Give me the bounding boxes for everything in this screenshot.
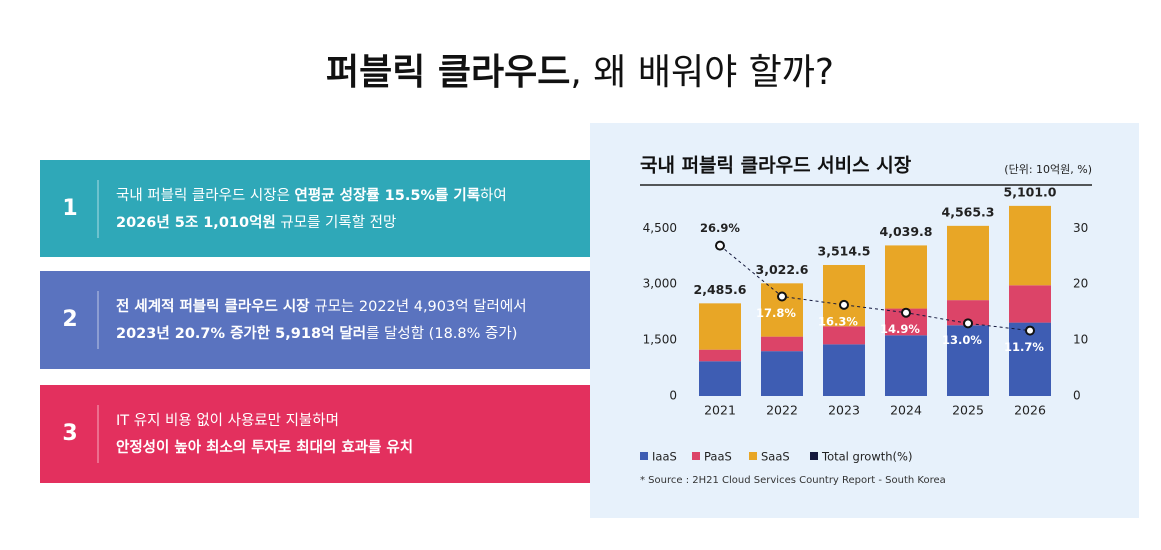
growth-point: [715, 240, 725, 251]
y2-tick-label: 30: [1073, 221, 1088, 235]
total-label: 4,565.3: [942, 204, 995, 219]
legend-swatch: [640, 452, 648, 460]
card-number: 2: [62, 307, 77, 332]
total-label: 3,514.5: [818, 244, 871, 259]
card-text: 규모는 2022년 4,903억 달러에서: [310, 298, 527, 315]
card-text: 국내 퍼블릭 클라우드 시장: [116, 187, 277, 204]
growth-point: [777, 291, 787, 302]
card-text: 2023년 20.7% 증가한 5,918억 달러: [116, 324, 366, 342]
bar-segment: [1009, 205, 1051, 286]
growth-line: [719, 245, 1031, 332]
card-number: 1: [62, 196, 77, 221]
bar-segment: [1009, 285, 1051, 323]
card-line: 2023년 20.7% 증가한 5,918억 달러를 달성함 (18.8% 증가…: [116, 324, 517, 342]
page-title: 퍼블릭 클라우드, 왜 배워야 할까?: [326, 52, 834, 93]
bar-segment: [823, 264, 865, 327]
card-text: IT 유지 비용 없이 사용료만 지불하며: [116, 412, 339, 429]
bar-segment: [947, 225, 989, 301]
card-text: 전 세계적 퍼블릭 클라우드 시장: [116, 297, 310, 315]
growth-label: 14.9%: [880, 322, 920, 336]
bar-segment: [885, 335, 927, 396]
growth-label: 17.8%: [756, 306, 796, 320]
growth-label: 26.9%: [700, 221, 740, 235]
card-bg: [40, 385, 590, 483]
y-tick-label: 4,500: [643, 221, 677, 235]
total-label: 3,022.6: [756, 262, 809, 277]
growth-label: 11.7%: [1004, 340, 1044, 354]
bar-segment: [823, 326, 865, 345]
growth-point: [963, 318, 973, 329]
bar-segment: [699, 361, 741, 396]
legend-swatch: [810, 452, 818, 460]
y-tick-label: 1,500: [643, 333, 677, 347]
card-text: 은: [277, 188, 295, 204]
growth-label: 16.3%: [818, 314, 858, 328]
total-label: 2,485.6: [694, 282, 747, 297]
total-label: 5,101.0: [1004, 184, 1057, 199]
growth-label: 13.0%: [942, 333, 982, 347]
card-number: 3: [62, 421, 77, 446]
card-text: 를 달성함 (18.8% 증가): [366, 325, 517, 342]
card-text: 규모를 기록할 전망: [276, 214, 397, 231]
growth-point: [839, 299, 849, 310]
card-text: 하여: [480, 187, 507, 204]
card-text: 연평균 성장률 15.5%를 기록: [295, 186, 481, 204]
title-rest: , 왜 배워야 할까?: [570, 52, 834, 93]
chart-source: * Source : 2H21 Cloud Services Country R…: [640, 475, 946, 486]
legend-label: IaaS: [652, 450, 677, 464]
card-line: 2026년 5조 1,010억원 규모를 기록할 전망: [116, 213, 396, 231]
card-line: IT 유지 비용 없이 사용료만 지불하며: [116, 412, 339, 429]
y2-tick-label: 20: [1073, 277, 1088, 291]
legend-label: SaaS: [761, 450, 790, 464]
legend-swatch: [749, 452, 757, 460]
x-tick-label: 2023: [828, 403, 860, 418]
bar-segment: [823, 344, 865, 396]
bar-segment: [761, 336, 803, 352]
y2-tick-label: 0: [1073, 389, 1081, 403]
card-text: 안정성이 높아 최소의 투자로 최대의 효과를 유치: [116, 438, 413, 456]
card-line: 국내 퍼블릭 클라우드 시장은 연평균 성장률 15.5%를 기록하여: [116, 186, 507, 204]
card-line: 전 세계적 퍼블릭 클라우드 시장 규모는 2022년 4,903억 달러에서: [116, 297, 527, 315]
y-tick-label: 0: [669, 389, 677, 403]
chart-unit: (단위: 10억원, %): [1004, 163, 1092, 176]
bar-segment: [885, 245, 927, 309]
bar-segment: [699, 303, 741, 350]
y-tick-label: 3,000: [643, 277, 677, 291]
total-label: 4,039.8: [880, 224, 933, 239]
legend-swatch: [692, 452, 700, 460]
x-tick-label: 2024: [890, 403, 922, 418]
chart-title: 국내 퍼블릭 클라우드 서비스 시장: [640, 155, 912, 177]
bar-segment: [947, 325, 989, 396]
card-line: 안정성이 높아 최소의 투자로 최대의 효과를 유치: [116, 438, 413, 456]
x-tick-label: 2021: [704, 403, 736, 418]
card-bg: [40, 160, 590, 257]
card-text: 2026년 5조 1,010억원: [116, 213, 276, 231]
growth-point: [1025, 325, 1035, 336]
bar-segment: [761, 351, 803, 396]
title-bold: 퍼블릭 클라우드: [326, 52, 570, 93]
legend-label: PaaS: [704, 450, 732, 464]
x-tick-label: 2022: [766, 403, 798, 418]
bar-segment: [699, 349, 741, 362]
x-tick-label: 2025: [952, 403, 984, 418]
legend-label: Total growth(%): [821, 450, 912, 464]
growth-point: [901, 307, 911, 318]
x-tick-label: 2026: [1014, 403, 1046, 418]
y2-tick-label: 10: [1073, 333, 1088, 347]
card-bg: [40, 271, 590, 369]
